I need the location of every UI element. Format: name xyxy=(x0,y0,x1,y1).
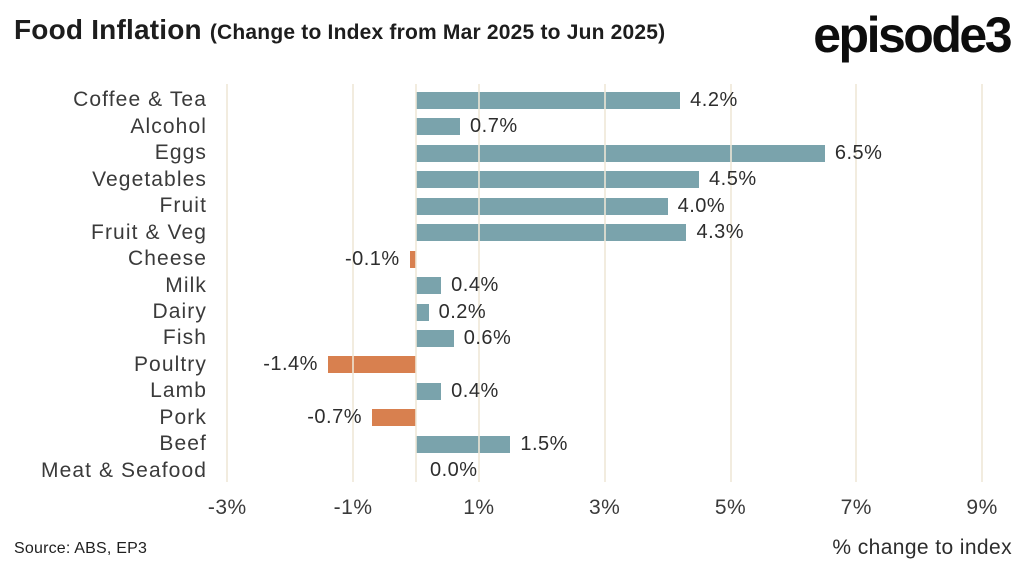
positive-bar xyxy=(416,303,429,321)
category-label: Vegetables xyxy=(92,167,207,191)
category-label: Fruit & Veg xyxy=(91,220,207,244)
category-label: Coffee & Tea xyxy=(73,88,207,112)
bar-value-label: 4.2% xyxy=(690,88,738,111)
bar-value-label: 6.5% xyxy=(834,141,883,164)
x-gridline xyxy=(226,84,229,482)
category-label: Poultry xyxy=(133,352,207,376)
category-label: Fish xyxy=(162,326,207,350)
x-tick-label: 3% xyxy=(589,496,621,519)
category-label: Alcohol xyxy=(130,114,207,138)
negative-bar xyxy=(409,250,416,268)
bar-value-label: 0.7% xyxy=(470,115,518,138)
x-tick-label: -1% xyxy=(333,496,373,519)
x-axis-label: % change to index xyxy=(832,536,1012,559)
negative-bar xyxy=(327,356,416,374)
category-label: Milk xyxy=(165,273,207,297)
positive-bar xyxy=(416,91,681,109)
category-label: Beef xyxy=(159,432,207,456)
bar-value-label: 0.4% xyxy=(451,274,499,297)
bar-value-label: 0.2% xyxy=(438,300,487,323)
negative-bar xyxy=(371,409,416,427)
category-label: Meat & Seafood xyxy=(41,458,207,482)
positive-bar xyxy=(416,435,511,453)
x-gridline xyxy=(352,84,355,482)
x-tick-label: 5% xyxy=(714,496,747,519)
chart-title-subtitle: (Change to Index from Mar 2025 to Jun 20… xyxy=(209,21,666,44)
category-label: Cheese xyxy=(128,247,207,271)
chart-header: Food Inflation (Change to Index from Mar… xyxy=(14,7,1012,70)
bar-value-label: -0.1% xyxy=(344,247,400,270)
bar-value-label: 1.5% xyxy=(520,432,568,455)
positive-bar xyxy=(416,144,825,162)
positive-bar xyxy=(416,197,668,215)
source-note: Source: ABS, EP3 xyxy=(14,540,148,557)
x-tick-label: 1% xyxy=(463,496,495,519)
chart-title: Food Inflation (Change to Index from Mar… xyxy=(14,14,665,46)
episode3-logo: episode3 xyxy=(813,7,1012,63)
category-label: Lamb xyxy=(150,379,207,403)
x-gridline xyxy=(477,84,480,482)
x-tick-label: 7% xyxy=(840,496,872,519)
chart-title-main: Food Inflation xyxy=(14,14,210,45)
zero-gridline xyxy=(415,84,417,482)
x-gridline xyxy=(603,84,606,482)
bar-value-label: -0.7% xyxy=(307,406,362,429)
bar-value-label: 4.5% xyxy=(709,168,757,191)
category-label: Eggs xyxy=(154,141,207,165)
positive-bar xyxy=(416,118,461,136)
positive-bar xyxy=(416,171,700,189)
positive-bar xyxy=(416,224,687,242)
x-gridline xyxy=(729,84,732,482)
bar-value-label: 0.6% xyxy=(463,326,512,349)
bar-value-label: -1.4% xyxy=(263,353,318,376)
bar-value-label: 4.3% xyxy=(696,221,745,244)
positive-bar xyxy=(416,382,442,400)
x-gridline xyxy=(855,84,858,482)
positive-bar xyxy=(416,329,454,347)
bar-value-label: 0.4% xyxy=(451,379,499,402)
x-tick-label: 9% xyxy=(966,496,998,519)
category-label: Pork xyxy=(159,405,207,429)
bar-value-label: 4.0% xyxy=(677,194,726,217)
positive-bar xyxy=(416,277,442,295)
bar-value-label: 0.0% xyxy=(430,459,478,482)
x-tick-label: -3% xyxy=(207,496,247,519)
x-gridline xyxy=(981,84,984,482)
category-label: Dairy xyxy=(152,300,207,324)
category-label: Fruit xyxy=(159,194,207,218)
